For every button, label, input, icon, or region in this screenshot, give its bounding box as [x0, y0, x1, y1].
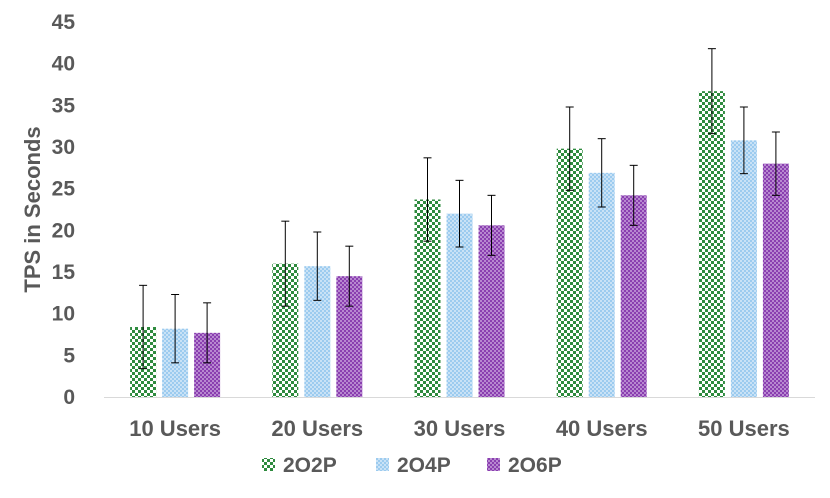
error-bar-2o4p-30-users [455, 179, 464, 248]
y-tick-label: 40 [52, 53, 75, 76]
legend-item-2o2p: 2O2P [262, 454, 337, 477]
legend: 2O2P 2O4P 2O6P [262, 454, 562, 477]
bar-2o4p-40-users [588, 172, 615, 397]
x-category-label: 40 Users [556, 416, 648, 441]
bar-2o6p-50-users [762, 163, 789, 397]
error-bar-2o6p-40-users [629, 164, 638, 226]
bar-2o2p-50-users [698, 91, 725, 398]
y-axis-ticks: 0 5 10 15 20 25 30 35 40 45 [52, 11, 76, 409]
legend-label: 2O2P [283, 454, 337, 477]
x-category-label: 50 Users [698, 416, 790, 441]
y-tick-label: 25 [52, 178, 76, 201]
legend-item-2o6p: 2O6P [487, 454, 562, 477]
x-category-label: 20 Users [271, 416, 363, 441]
bar-2o6p-40-users [620, 195, 647, 397]
error-bar-2o2p-20-users [281, 220, 290, 307]
legend-label: 2O6P [508, 454, 562, 477]
error-bars-layer [139, 48, 780, 370]
error-bar-2o4p-40-users [597, 138, 606, 208]
error-bar-2o6p-20-users [345, 245, 354, 307]
error-bar-2o4p-50-users [739, 106, 748, 175]
error-bar-2o6p-30-users [487, 194, 496, 256]
y-tick-label: 45 [52, 11, 76, 34]
error-bar-2o6p-10-users [203, 302, 212, 364]
legend-swatch [487, 458, 500, 471]
x-category-label: 30 Users [414, 416, 506, 441]
x-category-label: 10 Users [129, 416, 221, 441]
error-bar-2o2p-30-users [423, 157, 432, 242]
legend-label: 2O4P [397, 454, 451, 477]
legend-swatch [262, 458, 275, 471]
y-axis-title: TPS in Seconds [20, 126, 45, 292]
x-axis-categories: 10 Users 20 Users 30 Users 40 Users 50 Users [129, 416, 790, 441]
bars-layer [130, 91, 789, 398]
error-bar-2o4p-10-users [171, 294, 180, 364]
y-tick-label: 35 [52, 94, 76, 117]
error-bar-2o2p-50-users [707, 48, 716, 135]
y-tick-label: 5 [63, 344, 75, 367]
error-bar-2o2p-40-users [565, 106, 574, 191]
y-tick-label: 10 [52, 303, 75, 326]
y-tick-label: 0 [63, 386, 75, 409]
error-bar-2o2p-10-users [139, 284, 148, 370]
legend-swatch [376, 458, 389, 471]
bar-2o4p-50-users [730, 140, 757, 398]
y-tick-label: 15 [52, 261, 76, 284]
error-bar-2o4p-20-users [313, 231, 322, 301]
error-bar-2o6p-50-users [771, 131, 780, 196]
y-tick-label: 20 [52, 219, 75, 242]
legend-item-2o4p: 2O4P [376, 454, 451, 477]
y-tick-label: 30 [52, 136, 75, 159]
